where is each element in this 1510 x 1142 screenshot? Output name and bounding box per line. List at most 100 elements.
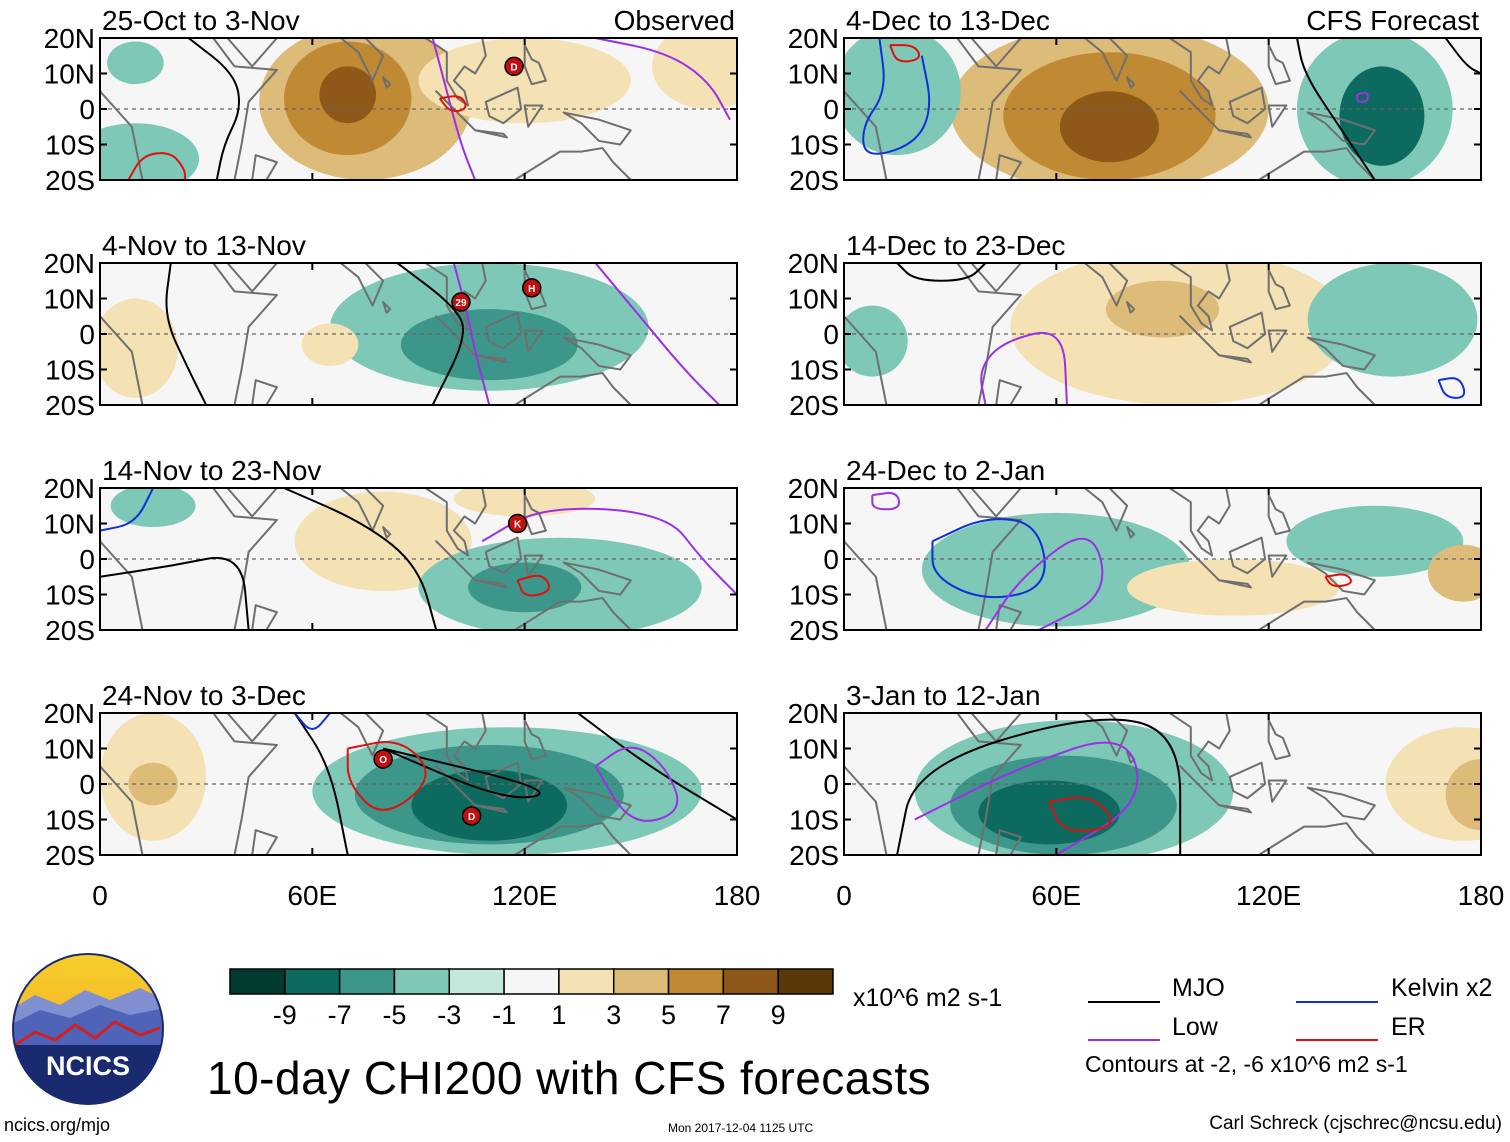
mjo-contour [1444,38,1481,75]
anomaly-shading [301,323,359,366]
land-outline [844,488,1022,630]
anomaly-shading [1127,559,1340,616]
land-outline [562,561,632,596]
low-contour [980,331,1068,405]
land-outline [1218,804,1252,814]
panel-1: D 25-Oct to 3-Nov Observed 20N 10N 0 10S 20S [44,5,738,196]
y-tick-label: 0 [823,544,839,575]
y-tick-label: 10N [788,284,839,315]
panel-period-title: 4-Dec to 13-Dec [846,5,1050,36]
land-outline [1306,786,1376,821]
low-contour [481,507,737,596]
land-outline [1083,263,1129,307]
anomaly-shading [978,780,1121,845]
er-contour [438,95,467,113]
y-tick-label: 20S [45,615,95,646]
anomaly-shading [652,38,737,109]
land-outline [226,488,278,518]
mjo-contour [577,713,737,821]
anomaly-shading [319,66,377,124]
y-tick-label: 20S [45,165,95,196]
y-tick-label: 20S [789,390,839,421]
y-tick-label: 0 [823,319,839,350]
land-outline [562,111,632,146]
low-contour [984,537,1104,630]
colorbar-swatch [503,968,560,995]
mjo-contour [1295,38,1376,180]
colorbar-tick-label: 7 [716,1000,731,1030]
colorbar-swatch [284,968,341,995]
land-outline [523,779,544,803]
colorbar-swatch [612,968,670,995]
land-outline [424,38,487,107]
anomaly-shading [1427,544,1481,602]
colorbar-swatch [338,968,396,995]
land-outline [1126,301,1136,314]
anomaly-shading [411,769,568,841]
land-outline [1168,713,1231,782]
storm-marker: H [521,278,542,298]
panel-source-label: Observed [614,5,735,36]
er-contour [889,44,921,63]
figure-title: 10-day CHI200 with CFS forecasts [207,1052,932,1104]
x-tick-label: 60E [287,880,337,911]
land-outline [1267,269,1291,311]
legend-label-low: Low [1172,1013,1218,1041]
land-outline [970,713,1022,743]
legend-label-kelvin: Kelvin x2 [1391,974,1493,1002]
land-outline [523,554,544,578]
y-tick-label: 20N [788,473,839,504]
storm-marker: K [507,513,528,534]
land-outline [435,540,477,582]
y-tick-label: 10N [44,734,95,765]
y-tick-label: 20S [45,840,95,871]
panel-2: 4-Dec to 13-Dec CFS Forecast 20N 10N 0 10S 20S [788,5,1482,196]
land-outline [484,761,523,800]
land-outline [1306,111,1376,146]
low-contour [914,741,1139,855]
colorbar-tick-label: -1 [492,1000,516,1030]
land-outline [251,829,278,855]
land-outline [1267,554,1288,578]
storm-marker: D [504,56,524,77]
y-tick-label: 20N [44,23,95,54]
land-outline [995,379,1022,405]
land-outline [226,38,278,68]
anomaly-shading [844,38,961,156]
land-outline [226,713,278,743]
land-outline [484,86,523,125]
storm-label: 29 [455,298,467,309]
colorbar: -9 -7 -5 -3 -1 1 3 5 7 9 [229,968,834,1030]
x-tick-label: 120E [1236,880,1301,911]
legend-line-low [1088,1039,1160,1041]
y-tick-label: 10S [45,355,95,386]
panel-period-title: 24-Nov to 3-Dec [102,680,306,711]
colorbar-ticks: -9 -7 -5 -3 -1 1 3 5 7 9 [273,1000,786,1030]
website-link[interactable]: ncics.org/mjo [4,1115,111,1135]
land-outline [498,597,632,630]
land-outline [1126,76,1136,89]
land-outline [1242,597,1376,630]
anomaly-shading [128,762,178,806]
land-outline [474,804,508,814]
legend-line-mjo [1088,1001,1160,1003]
y-tick-label: 20S [789,615,839,646]
y-tick-label: 10N [44,509,95,540]
storm-marker: 29 [451,292,471,312]
land-outline [1168,38,1231,107]
land-outline [1179,540,1221,582]
land-outline [100,713,278,855]
y-tick-label: 10S [789,130,839,161]
y-tick-label: 10N [44,284,95,315]
anomaly-shading [1059,91,1159,163]
land-outline [339,263,385,307]
x-tick-label: 120E [492,880,557,911]
anomaly-shading [418,38,631,124]
land-outline [844,713,1022,855]
storm-label: D [510,62,517,73]
anomaly-shading [1445,759,1481,831]
land-outline [424,713,487,782]
land-outline [1267,719,1291,761]
land-outline [484,311,523,350]
